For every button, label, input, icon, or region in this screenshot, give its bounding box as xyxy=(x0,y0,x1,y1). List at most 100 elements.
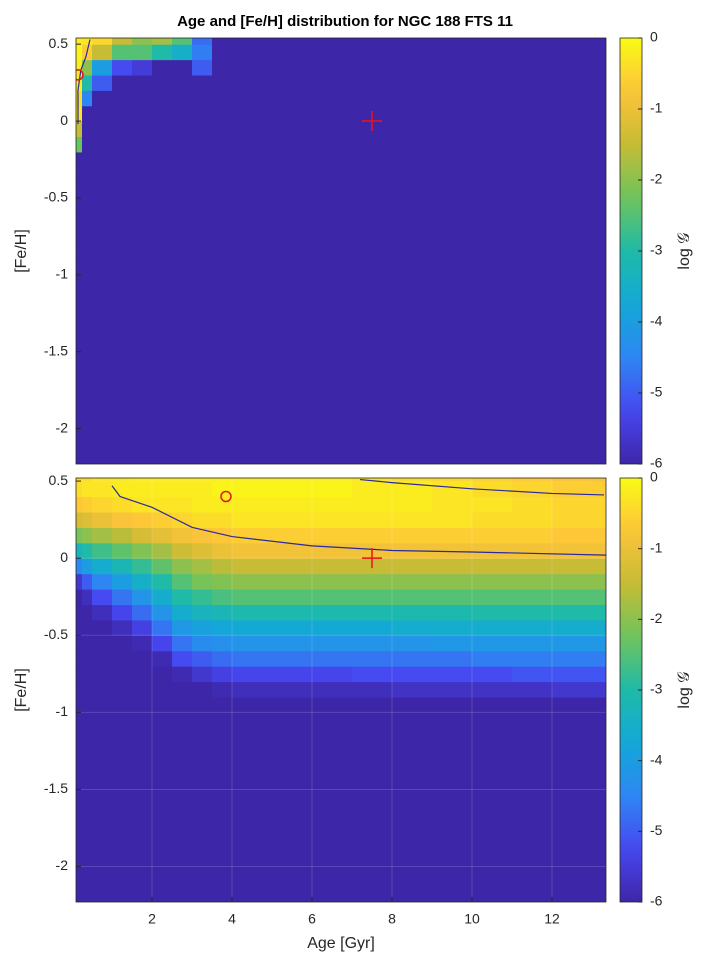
heat-cell xyxy=(512,136,553,153)
heat-cell xyxy=(272,182,313,199)
heat-cell xyxy=(212,527,233,544)
heat-cell xyxy=(352,604,393,621)
heat-cell xyxy=(192,151,213,168)
heat-cell xyxy=(112,59,133,76)
heat-cell xyxy=(76,228,83,245)
heat-cell xyxy=(272,167,313,184)
heat-cell xyxy=(76,481,83,498)
heat-cell xyxy=(472,182,513,199)
heat-cell xyxy=(512,59,553,76)
heat-cell xyxy=(132,666,153,683)
heat-cell xyxy=(232,696,273,902)
heat-cell xyxy=(272,197,313,214)
heat-cell xyxy=(172,136,193,153)
heat-cell xyxy=(552,650,593,667)
heat-cell xyxy=(112,650,133,667)
heat-cell xyxy=(392,259,433,464)
heat-cell xyxy=(112,228,133,245)
heat-cell xyxy=(592,558,606,575)
heat-cell xyxy=(76,511,83,528)
heat-cell xyxy=(472,478,513,482)
heat-cell xyxy=(212,635,233,652)
heat-cell xyxy=(152,558,173,575)
heat-cell xyxy=(152,478,173,482)
heat-cell xyxy=(472,650,513,667)
heat-cell xyxy=(112,619,133,636)
heat-cell xyxy=(552,213,593,230)
heat-cell xyxy=(232,635,273,652)
heat-cell xyxy=(512,259,553,464)
heat-cell xyxy=(432,105,473,122)
heat-cell xyxy=(512,542,553,559)
heat-cell xyxy=(592,105,606,122)
heat-cell xyxy=(592,604,606,621)
heat-cell xyxy=(112,136,133,153)
heat-cell xyxy=(132,604,153,621)
heat-cell xyxy=(352,259,393,464)
heat-cell xyxy=(592,542,606,559)
heat-cell xyxy=(552,478,593,482)
heat-cell xyxy=(172,38,193,45)
heat-cell xyxy=(352,681,393,698)
heat-cell xyxy=(272,604,313,621)
heat-cell xyxy=(272,558,313,575)
colorbar-tick-label: -4 xyxy=(650,313,663,329)
heat-cell xyxy=(432,121,473,138)
heat-cell xyxy=(82,496,93,513)
heat-cell xyxy=(552,527,593,544)
heat-cell xyxy=(212,90,233,107)
heat-cell xyxy=(352,478,393,482)
marker-plus xyxy=(362,111,382,132)
heat-cell xyxy=(232,244,273,261)
heat-cell xyxy=(76,182,83,199)
heat-cell xyxy=(152,511,173,528)
heat-cell xyxy=(82,511,93,528)
heat-cell xyxy=(212,228,233,245)
x-tick-label: 6 xyxy=(308,911,316,927)
y-tick-label: 0.5 xyxy=(49,472,69,488)
heat-cell xyxy=(592,681,606,698)
heat-cell xyxy=(512,90,553,107)
heat-cell xyxy=(272,650,313,667)
heat-cell xyxy=(592,44,606,61)
heat-cell xyxy=(432,573,473,590)
heat-cell xyxy=(552,696,593,902)
heat-cell xyxy=(312,213,353,230)
heat-cell xyxy=(82,167,93,184)
heat-cell xyxy=(472,573,513,590)
heat-cell xyxy=(472,511,513,528)
heat-cell xyxy=(192,213,213,230)
heat-cell xyxy=(152,182,173,199)
heat-cell xyxy=(92,105,113,122)
heat-cell xyxy=(272,105,313,122)
heat-cell xyxy=(432,650,473,667)
heat-cell xyxy=(92,589,113,606)
heat-cell xyxy=(132,244,153,261)
heat-cell xyxy=(112,121,133,138)
heat-cell xyxy=(472,666,513,683)
heat-cell xyxy=(192,619,213,636)
heat-cell xyxy=(272,228,313,245)
heat-cell xyxy=(432,228,473,245)
heat-cell xyxy=(392,619,433,636)
heat-cell xyxy=(352,228,393,245)
heat-cell xyxy=(512,151,553,168)
heat-cell xyxy=(132,527,153,544)
heat-cell xyxy=(172,666,193,683)
heat-cell xyxy=(76,90,83,107)
heat-cell xyxy=(212,666,233,683)
heat-cell xyxy=(272,527,313,544)
heat-cell xyxy=(592,121,606,138)
heat-cell xyxy=(132,573,153,590)
axes-box xyxy=(75,37,607,465)
heat-cell xyxy=(76,105,83,122)
heat-cell xyxy=(552,44,593,61)
heat-cell xyxy=(172,478,193,482)
heat-cell xyxy=(472,542,513,559)
heat-cell xyxy=(92,228,113,245)
heat-cell xyxy=(232,666,273,683)
heat-cell xyxy=(232,650,273,667)
heat-cell xyxy=(272,496,313,513)
heat-cell xyxy=(512,228,553,245)
heat-cell xyxy=(512,38,553,45)
